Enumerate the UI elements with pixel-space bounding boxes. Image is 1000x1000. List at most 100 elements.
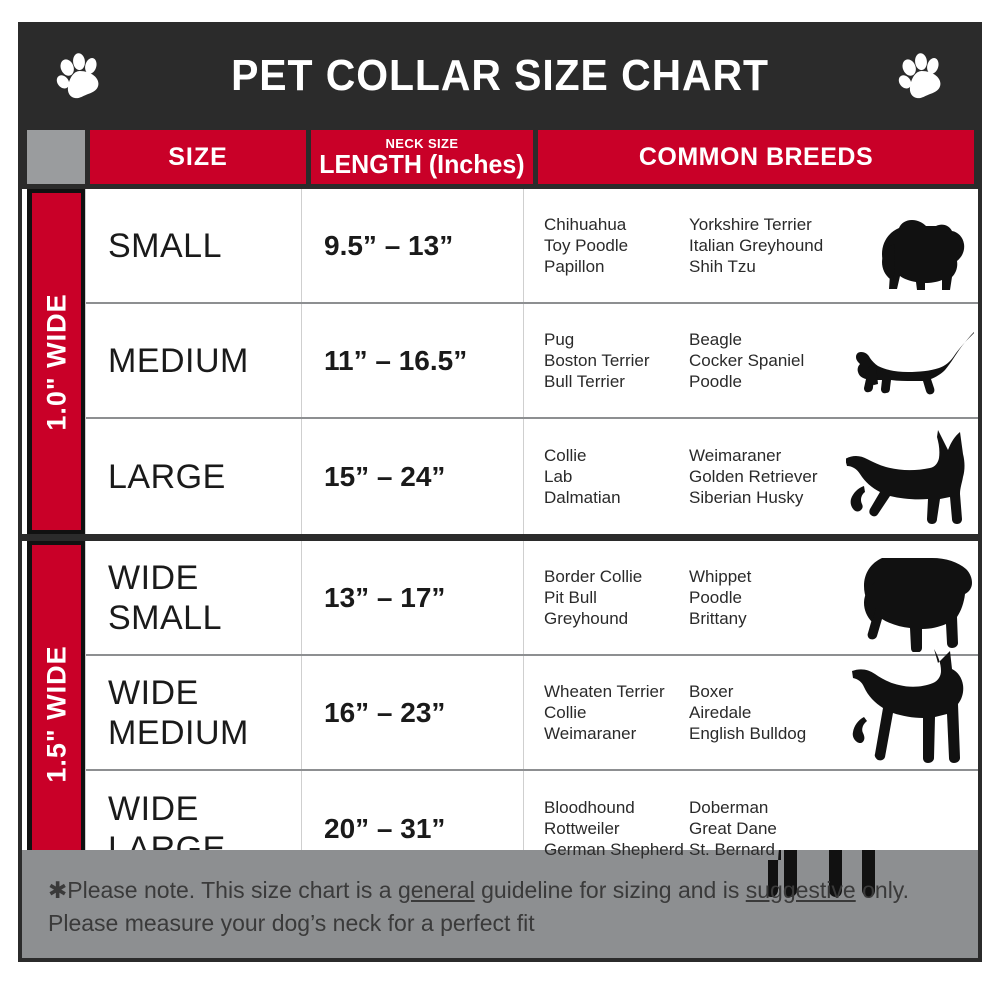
length-value: 9.5” – 13”: [324, 229, 454, 261]
footer-note-line-2: Please measure your dog’s neck for a per…: [48, 910, 535, 936]
breed-item: Wheaten Terrier: [544, 682, 665, 701]
breed-item: Border Collie: [544, 567, 643, 586]
table-row: WIDE LARGE 20” – 31” Bloodhound Rottweil…: [86, 771, 978, 886]
cell-breeds: Bloodhound Rottweiler German Shepherd Do…: [524, 771, 978, 886]
footer-text-c: only.: [855, 877, 909, 903]
breed-item: Shih Tzu: [689, 257, 756, 276]
breed-column-1: Border Collie Pit Bull Greyhound: [544, 566, 689, 629]
group-divider: [22, 534, 978, 541]
chart-header: PET COLLAR SIZE CHART: [22, 26, 978, 125]
breed-column-2: Boxer Airedale English Bulldog: [689, 681, 839, 744]
doberman-silhouette-icon: [765, 850, 936, 945]
column-header-length-label: LENGTH (Inches): [319, 148, 525, 179]
table-row: WIDE SMALL 13” – 17” Border Collie Pit B…: [86, 541, 978, 656]
cell-length: 20” – 31”: [302, 771, 524, 886]
column-header-size: SIZE: [90, 130, 306, 184]
cell-breeds: Wheaten Terrier Collie Weimaraner Boxer …: [524, 649, 978, 769]
footer-underline-general: general: [397, 877, 475, 903]
breed-item: Poodle: [689, 372, 742, 391]
breed-item: Weimaraner: [689, 446, 782, 465]
breed-item: Collie: [544, 703, 587, 722]
breed-item: Italian Greyhound: [689, 236, 824, 255]
size-label-line1: WIDE: [108, 558, 199, 597]
small-fluffy-dog-silhouette-icon: [872, 216, 970, 294]
breed-item: Weimaraner: [544, 724, 637, 743]
breed-item: Doberman: [689, 798, 769, 817]
paw-print-icon-left: [52, 49, 106, 103]
cell-size: WIDE SMALL: [86, 541, 302, 654]
length-value: 13” – 17”: [324, 581, 446, 613]
breed-item: Bloodhound: [544, 798, 635, 817]
breed-item: Siberian Husky: [689, 488, 804, 507]
column-header-breeds: COMMON BREEDS: [538, 130, 974, 184]
size-label-line2: SMALL: [108, 598, 222, 637]
breed-item: Rottweiler: [544, 819, 620, 838]
breed-item: Boxer: [689, 682, 734, 701]
table-row: MEDIUM 11” – 16.5” Pug Boston Terrier Bu…: [86, 304, 978, 419]
cell-length: 11” – 16.5”: [302, 304, 524, 417]
cell-length: 15” – 24”: [302, 419, 524, 534]
cell-size: MEDIUM: [86, 304, 302, 417]
pitbull-silhouette-icon: [848, 647, 978, 769]
cell-size: SMALL: [86, 189, 302, 302]
column-header-size-label: SIZE: [168, 142, 228, 171]
breed-item: Toy Poodle: [544, 236, 629, 255]
length-value: 16” – 23”: [324, 696, 446, 728]
breed-item: Cocker Spaniel: [689, 351, 805, 370]
paw-print-icon-right: [894, 49, 948, 103]
breed-column-2: Weimaraner Golden Retriever Siberian Hus…: [689, 445, 839, 508]
breed-column-2: Yorkshire Terrier Italian Greyhound Shih…: [689, 214, 839, 277]
size-label-line2: MEDIUM: [108, 713, 249, 752]
breed-item: Golden Retriever: [689, 467, 818, 486]
breed-column-1: Bloodhound Rottweiler German Shepherd: [544, 797, 689, 860]
dachshund-silhouette-icon: [856, 331, 976, 407]
breed-item: Chihuahua: [544, 215, 627, 234]
table-column-headers: SIZE NECK SIZE LENGTH (Inches) COMMON BR…: [22, 125, 978, 189]
breed-item: Brittany: [689, 609, 747, 628]
breed-item: Pug: [544, 330, 575, 349]
size-label-line1: MEDIUM: [108, 341, 249, 380]
footer-text-b: guideline for sizing and is: [474, 877, 746, 903]
size-label-line1: WIDE: [108, 673, 199, 712]
cell-breeds: Chihuahua Toy Poodle Papillon Yorkshire …: [524, 189, 978, 302]
breed-item: Whippet: [689, 567, 752, 586]
cell-length: 13” – 17”: [302, 541, 524, 654]
breed-column-2: Beagle Cocker Spaniel Poodle: [689, 329, 839, 392]
corner-cell: [27, 130, 85, 184]
breed-item: German Shepherd: [544, 840, 684, 859]
bulldog-silhouette-icon: [854, 552, 980, 652]
breed-column-1: Chihuahua Toy Poodle Papillon: [544, 214, 689, 277]
length-value: 20” – 31”: [324, 812, 446, 844]
group-2-rows: WIDE SMALL 13” – 17” Border Collie Pit B…: [85, 541, 978, 886]
breed-item: Yorkshire Terrier: [689, 215, 812, 234]
cell-breeds: Pug Boston Terrier Bull Terrier Beagle C…: [524, 304, 978, 417]
size-label-line1: SMALL: [108, 226, 222, 265]
cell-length: 9.5” – 13”: [302, 189, 524, 302]
column-header-length: NECK SIZE LENGTH (Inches): [311, 130, 533, 184]
breed-item: Lab: [544, 467, 573, 486]
breed-item: Bull Terrier: [544, 372, 625, 391]
breed-item: Greyhound: [544, 609, 629, 628]
length-value: 15” – 24”: [324, 460, 446, 492]
breed-item: English Bulldog: [689, 724, 807, 743]
cell-breeds: Collie Lab Dalmatian Weimaraner Golden R…: [524, 419, 978, 534]
breed-item: Great Dane: [689, 819, 777, 838]
cell-length: 16” – 23”: [302, 656, 524, 769]
shepherd-silhouette-icon: [846, 426, 978, 530]
length-value: 11” – 16.5”: [324, 344, 468, 376]
breed-column-1: Pug Boston Terrier Bull Terrier: [544, 329, 689, 392]
breed-item: Boston Terrier: [544, 351, 650, 370]
breed-column-1: Wheaten Terrier Collie Weimaraner: [544, 681, 689, 744]
page-title: PET COLLAR SIZE CHART: [231, 50, 769, 100]
breed-column-1: Collie Lab Dalmatian: [544, 445, 689, 508]
footer-note: ✱Please note. This size chart is a gener…: [22, 850, 978, 958]
footer-note-line-1: ✱Please note. This size chart is a gener…: [48, 874, 954, 907]
cell-size: LARGE: [86, 419, 302, 534]
breed-item: Papillon: [544, 257, 605, 276]
cell-size: WIDE MEDIUM: [86, 656, 302, 769]
chart-frame: PET COLLAR SIZE CHART SIZE NECK SIZE LEN…: [18, 22, 982, 962]
breed-item: Collie: [544, 446, 587, 465]
group-label-1-inch-text: 1.0" WIDE: [41, 292, 71, 431]
footer-underline-suggestive: suggestive: [745, 877, 856, 903]
